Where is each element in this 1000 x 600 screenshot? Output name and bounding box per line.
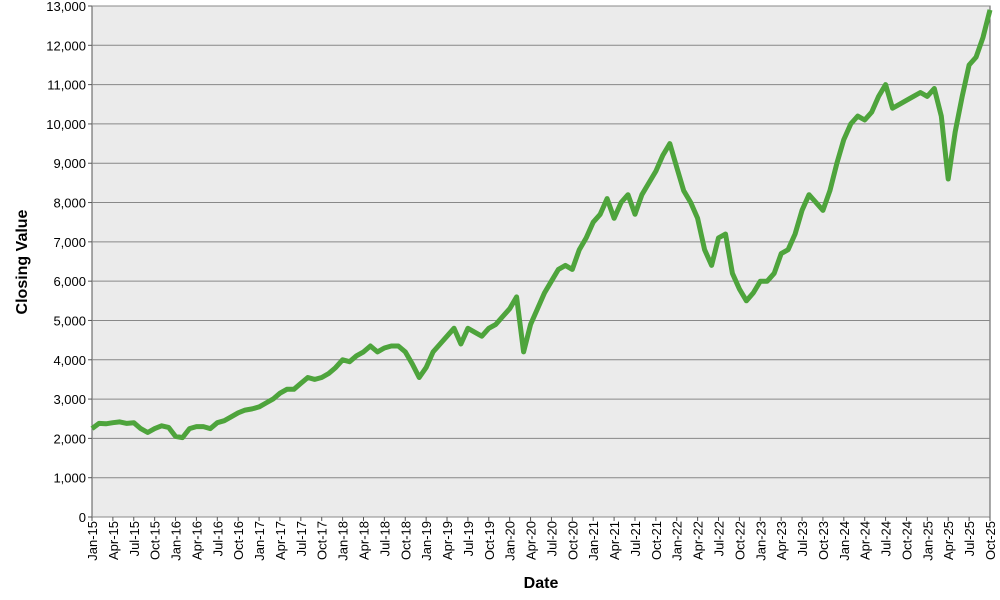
y-tick-label: 7,000 <box>53 235 86 250</box>
x-tick-label: Oct-20 <box>565 521 580 560</box>
x-tick-label: Jul-16 <box>210 521 225 556</box>
x-tick-label: Apr-20 <box>524 521 539 560</box>
y-tick-label: 9,000 <box>53 156 86 171</box>
x-tick-label: Oct-19 <box>482 521 497 560</box>
y-axis-title: Closing Value <box>14 209 31 314</box>
x-tick-label: Apr-25 <box>941 521 956 560</box>
x-tick-label: Jul-25 <box>962 521 977 556</box>
x-tick-label: Jul-18 <box>377 521 392 556</box>
y-tick-label: 1,000 <box>53 471 86 486</box>
x-tick-label: Jan-20 <box>503 521 518 561</box>
x-tick-label: Jul-21 <box>628 521 643 556</box>
y-tick-label: 0 <box>79 510 86 525</box>
x-tick-label: Apr-24 <box>858 521 873 560</box>
x-tick-label: Oct-17 <box>315 521 330 560</box>
x-tick-label: Apr-17 <box>273 521 288 560</box>
y-tick-label: 6,000 <box>53 274 86 289</box>
x-tick-label: Jan-23 <box>753 521 768 561</box>
x-tick-label: Apr-23 <box>774 521 789 560</box>
y-tick-label: 12,000 <box>46 38 86 53</box>
x-tick-label: Apr-18 <box>356 521 371 560</box>
x-tick-label: Jan-18 <box>336 521 351 561</box>
y-tick-label: 13,000 <box>46 0 86 14</box>
x-tick-label: Oct-24 <box>899 521 914 560</box>
x-tick-label: Jul-20 <box>544 521 559 556</box>
x-tick-label: Jan-24 <box>837 521 852 561</box>
x-tick-label: Apr-16 <box>189 521 204 560</box>
y-tick-label: 10,000 <box>46 117 86 132</box>
x-tick-label: Jan-21 <box>586 521 601 561</box>
x-tick-label: Jan-17 <box>252 521 267 561</box>
y-tick-label: 11,000 <box>47 78 86 93</box>
y-tick-label: 5,000 <box>53 313 86 328</box>
plot-area <box>91 5 991 518</box>
x-tick-label: Jan-22 <box>670 521 685 561</box>
x-tick-label: Apr-19 <box>440 521 455 560</box>
x-tick-label: Jul-22 <box>712 521 727 556</box>
x-tick-label: Jan-19 <box>419 521 434 561</box>
x-tick-label: Jul-23 <box>795 521 810 556</box>
y-tick-label: 4,000 <box>53 353 86 368</box>
data-line <box>90 9 993 441</box>
x-axis-title: Date <box>524 575 559 592</box>
x-tick-label: Jan-15 <box>85 521 100 561</box>
x-tick-label: Oct-18 <box>398 521 413 560</box>
x-tick-label: Jan-16 <box>169 521 184 561</box>
x-tick-label: Jul-24 <box>879 521 894 556</box>
x-tick-label: Oct-16 <box>231 521 246 560</box>
x-tick-label: Apr-21 <box>607 521 622 560</box>
x-tick-label: Oct-22 <box>732 521 747 560</box>
x-tick-label: Oct-25 <box>983 521 998 560</box>
x-tick-label: Oct-21 <box>649 521 664 560</box>
x-tick-label: Oct-15 <box>148 521 163 560</box>
y-tick-label: 3,000 <box>53 392 86 407</box>
x-tick-label: Apr-22 <box>691 521 706 560</box>
x-tick-label: Oct-23 <box>816 521 831 560</box>
x-tick-label: Jul-15 <box>127 521 142 556</box>
x-tick-label: Apr-15 <box>106 521 121 560</box>
x-tick-label: Jul-17 <box>294 521 309 556</box>
y-tick-label: 8,000 <box>53 196 86 211</box>
x-tick-label: Jan-25 <box>920 521 935 561</box>
x-tick-label: Jul-19 <box>461 521 476 556</box>
y-tick-label: 2,000 <box>53 431 86 446</box>
